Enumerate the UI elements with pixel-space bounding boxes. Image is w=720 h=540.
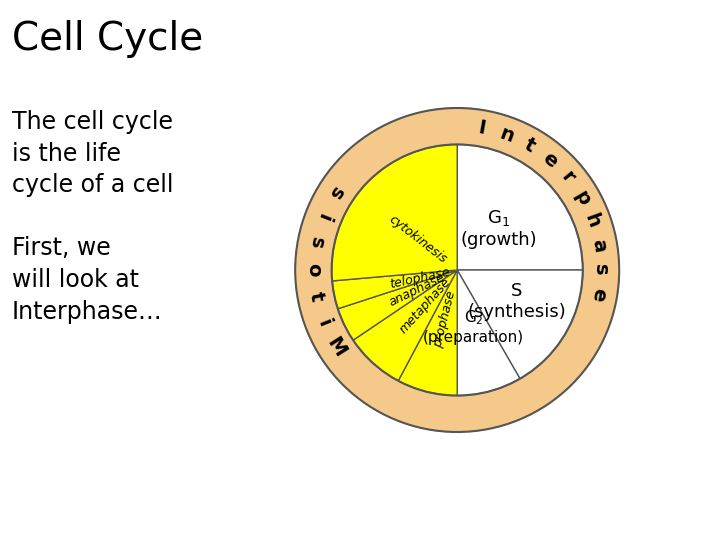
Wedge shape — [457, 144, 582, 270]
Wedge shape — [398, 270, 457, 395]
Text: cytokinesis: cytokinesis — [386, 213, 449, 266]
Text: Cell Cycle: Cell Cycle — [12, 20, 203, 58]
Text: a: a — [588, 237, 609, 253]
Text: p: p — [570, 187, 593, 209]
Text: prophase: prophase — [432, 289, 459, 348]
Text: r: r — [557, 168, 577, 187]
Text: n: n — [497, 124, 516, 146]
Text: S
(synthesis): S (synthesis) — [468, 282, 567, 321]
Text: anaphase: anaphase — [387, 271, 446, 309]
Text: i: i — [313, 316, 333, 329]
Text: metaphase: metaphase — [397, 275, 454, 336]
Text: s: s — [325, 183, 347, 202]
Text: e: e — [539, 148, 561, 171]
Wedge shape — [457, 270, 520, 395]
Text: G$_2$
(preparation): G$_2$ (preparation) — [423, 309, 524, 345]
Text: s: s — [305, 235, 326, 251]
Text: I: I — [477, 118, 487, 138]
Text: s: s — [591, 264, 611, 276]
Text: i: i — [313, 211, 333, 224]
Wedge shape — [332, 270, 457, 309]
Text: h: h — [581, 211, 603, 231]
Text: G$_1$
(growth): G$_1$ (growth) — [461, 208, 537, 249]
Text: The cell cycle
is the life
cycle of a cell

First, we
will look at
Interphase…: The cell cycle is the life cycle of a ce… — [12, 110, 174, 323]
Wedge shape — [332, 144, 457, 281]
Circle shape — [332, 144, 582, 395]
Circle shape — [295, 108, 619, 432]
Text: e: e — [588, 287, 609, 303]
Text: M: M — [323, 334, 349, 361]
Text: telophase: telophase — [389, 265, 451, 291]
Text: o: o — [304, 263, 323, 276]
Text: t: t — [306, 291, 326, 303]
Text: t: t — [521, 135, 538, 156]
Wedge shape — [338, 270, 457, 340]
Wedge shape — [457, 270, 582, 379]
Wedge shape — [353, 270, 457, 381]
